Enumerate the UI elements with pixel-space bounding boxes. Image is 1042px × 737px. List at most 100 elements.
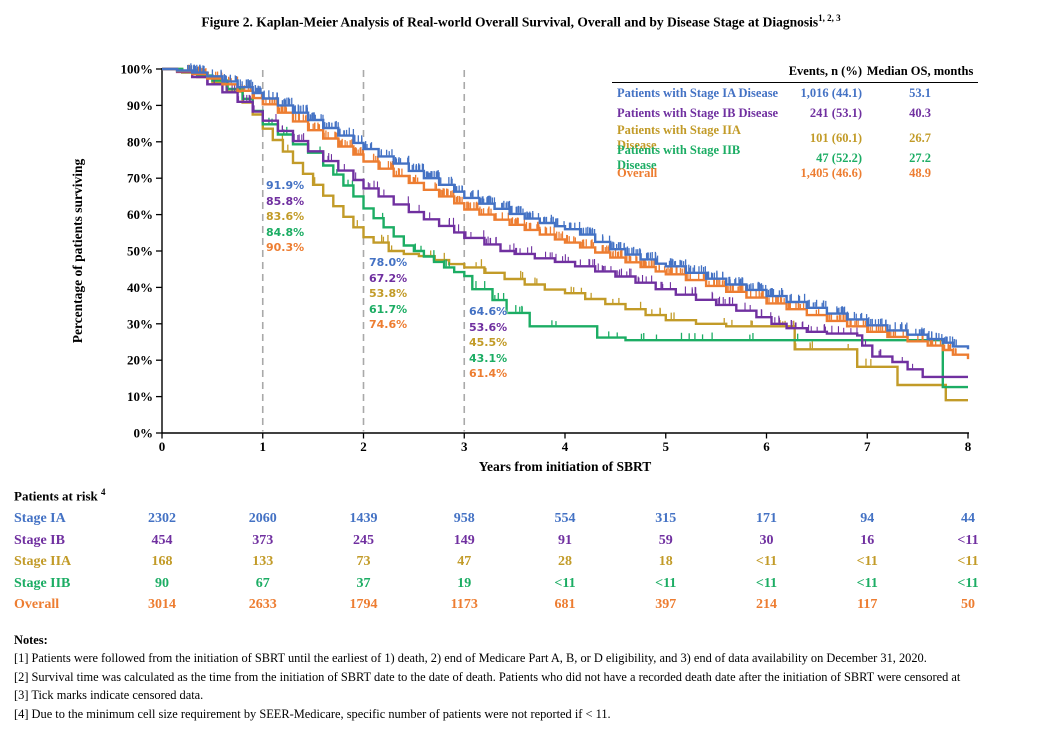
x-tick-label: 6 <box>763 439 770 454</box>
legend-events-stage-iib: 47 (52.2) <box>816 150 862 165</box>
risk-cell: 67 <box>255 575 270 591</box>
risk-cell: <11 <box>554 575 576 591</box>
legend-label-stage-iia: Patients with Stage IIA Disease <box>617 123 741 152</box>
risk-cell: 18 <box>658 554 673 569</box>
legend-row-stage-ia: Patients with Stage IA Disease 1,016 (44.… <box>612 83 978 103</box>
x-tick-label: 5 <box>663 439 670 454</box>
y-tick-label: 10% <box>127 389 153 404</box>
risk-cell: 554 <box>554 511 576 526</box>
legend-label-stage-iib: Patients with Stage IIB Disease <box>617 143 741 172</box>
annotation-year1-overall: 90.3% <box>266 241 305 254</box>
annotation-year3-stage-ib: 53.6% <box>469 320 508 334</box>
risk-row-label: Overall <box>14 597 60 612</box>
annotation-year2-stage-iia: 53.8% <box>369 287 408 300</box>
annotation-year1-stage-iia: 83.6% <box>266 210 305 223</box>
km-curve-stage-ib <box>162 67 968 379</box>
y-tick-label: 20% <box>127 353 153 368</box>
x-tick-label: 3 <box>461 439 468 454</box>
legend-label-stage-ib: Patients with Stage IB Disease <box>617 105 779 120</box>
risk-row-label: Stage IA <box>14 511 66 526</box>
annotation-year2-overall: 74.6% <box>369 318 408 331</box>
risk-cell: 3014 <box>148 597 176 612</box>
risk-cell: 19 <box>457 575 472 591</box>
risk-cell: 37 <box>356 575 371 591</box>
annotation-stack-year1: 91.9% 85.8% 83.6% 84.8% 90.3% <box>266 178 304 256</box>
risk-cell: 171 <box>756 511 777 526</box>
x-axis-title: Years from initiation of SBRT <box>479 459 652 474</box>
risk-row-stage-ia: Stage IA 2302 2060 1439 958 554 315 171 94 44 <box>0 508 1042 529</box>
legend-header-row: Events, n (%) Median OS, months <box>612 64 978 83</box>
annotation-year2-stage-iib: 61.7% <box>369 302 408 316</box>
risk-cell: 397 <box>655 597 677 612</box>
y-tick-label: 80% <box>127 134 153 149</box>
risk-cell: <11 <box>856 554 878 569</box>
y-tick-label: 100% <box>121 62 154 77</box>
x-tick-label: 8 <box>965 439 972 454</box>
risk-cell: 117 <box>857 597 878 612</box>
risk-table-title: Patients at risk 4 <box>14 487 106 504</box>
note-line-4: [4] Due to the minimum cell size require… <box>14 706 611 721</box>
legend-label-stage-ia: Patients with Stage IA Disease <box>617 85 779 100</box>
risk-cell: <11 <box>755 554 778 569</box>
notes-heading: Notes: <box>14 633 48 647</box>
legend-row-stage-iia: Patients with Stage IIA Disease 101 (60.1… <box>612 123 978 152</box>
risk-cell: 2060 <box>248 511 277 526</box>
km-curve-stage-ia <box>162 63 970 350</box>
risk-cell: <11 <box>957 554 979 569</box>
annotation-stack-year2: 78.0% 67.2% 53.8% 61.7% 74.6% <box>369 255 407 333</box>
y-axis-title: Percentage of patients surviving <box>70 158 85 343</box>
note-line-1: [1] Patients were followed from the init… <box>14 651 927 665</box>
risk-row-stage-ib: Stage IB 454 373 245 149 91 59 30 16 <11 <box>0 530 1042 551</box>
annotation-year3-stage-iia: 45.5% <box>469 336 508 349</box>
annotation-year3-overall: 61.4% <box>469 367 508 380</box>
risk-cell: 30 <box>759 532 774 548</box>
figure-title-superscript: 1, 2, 3 <box>818 13 841 23</box>
legend-events-stage-iia: 101 (60.1) <box>809 130 862 145</box>
legend-median-stage-ib: 40.3 <box>909 105 931 120</box>
figure-title: Figure 2. Kaplan-Meier Analysis of Real-… <box>0 13 1042 31</box>
x-tick-label: 0 <box>159 439 166 454</box>
annotation-year2-stage-ia: 78.0% <box>369 256 408 269</box>
risk-cell: 133 <box>252 554 274 569</box>
note-line-3: [3] Tick marks indicate censored data. <box>14 688 204 702</box>
risk-cell: 214 <box>756 597 777 612</box>
legend-median-stage-iia: 26.7 <box>909 130 931 145</box>
risk-row-overall: Overall 3014 2633 1794 1173 681 397 214 117 50 <box>0 594 1042 615</box>
legend-median-overall: 48.9 <box>909 165 931 180</box>
annotation-year1-stage-iib: 84.8% <box>266 225 305 239</box>
risk-cell: 168 <box>151 554 173 569</box>
legend-median-stage-iib: 27.2 <box>909 150 931 165</box>
x-tick-label: 1 <box>260 439 267 454</box>
annotation-stack-year3: 64.6% 53.6% 45.5% 43.1% 61.4% <box>469 304 507 382</box>
risk-cell: 94 <box>860 511 875 526</box>
legend-table: Events, n (%) Median OS, months Patients… <box>612 64 978 183</box>
risk-cell: <11 <box>856 575 878 591</box>
risk-cell: <11 <box>957 532 979 548</box>
y-tick-label: 60% <box>127 207 153 222</box>
annotation-year1-stage-ib: 85.8% <box>266 194 305 208</box>
risk-cell: 16 <box>860 532 875 548</box>
legend-events-stage-ib: 241 (53.1) <box>809 105 862 120</box>
risk-cell: 1794 <box>349 597 378 612</box>
risk-row-stage-iia: Stage IIA 168 133 73 47 28 18 <11 <11 <11 <box>0 551 1042 572</box>
legend-header-median: Median OS, months <box>866 64 974 78</box>
y-tick-label: 0% <box>134 426 154 441</box>
risk-cell: 59 <box>658 532 673 548</box>
risk-cell: 73 <box>356 554 371 569</box>
risk-table-title-text: Patients at risk <box>14 488 98 504</box>
risk-cell: 28 <box>558 554 572 569</box>
legend-events-overall: 1,405 (46.6) <box>800 165 862 180</box>
risk-row-label: Stage IB <box>14 532 65 548</box>
risk-row-stage-iib: Stage IIB 90 67 37 19 <11 <11 <11 <11 <11 <box>0 573 1042 594</box>
risk-cell: 958 <box>453 511 475 526</box>
legend-header-spacer <box>612 64 780 79</box>
risk-table-title-superscript: 4 <box>101 487 106 497</box>
legend-header-events: Events, n (%) <box>788 64 862 78</box>
x-tick-label: 4 <box>562 439 569 454</box>
risk-cell: <11 <box>957 575 979 591</box>
risk-cell: 315 <box>655 511 677 526</box>
risk-cell: 90 <box>155 575 169 591</box>
risk-cell: <11 <box>655 575 677 591</box>
note-line-2: [2] Survival time was calculated as the … <box>14 669 961 684</box>
